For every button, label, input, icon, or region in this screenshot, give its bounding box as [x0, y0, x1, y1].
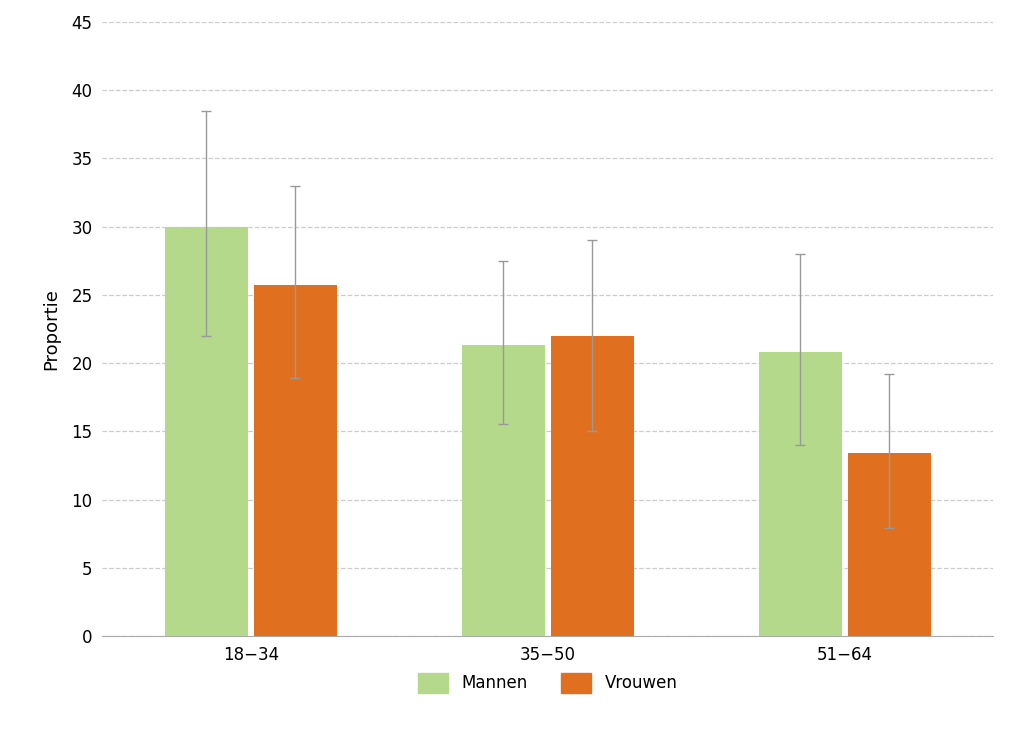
Bar: [848, 453, 931, 636]
Bar: [551, 336, 634, 636]
Bar: [462, 345, 545, 636]
Legend: Mannen, Vrouwen: Mannen, Vrouwen: [410, 664, 686, 701]
Bar: [165, 227, 248, 636]
Y-axis label: Proportie: Proportie: [42, 288, 60, 370]
Bar: [759, 352, 842, 636]
Bar: [254, 285, 337, 636]
